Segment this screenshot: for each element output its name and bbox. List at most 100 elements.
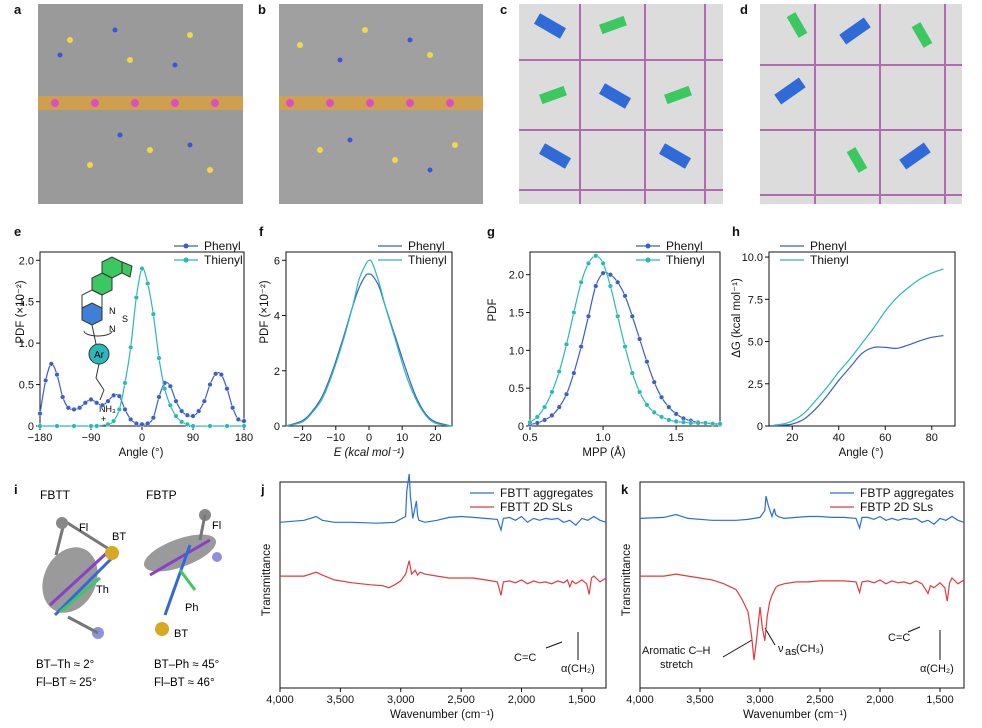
- data-point-e: [218, 372, 224, 378]
- fbtp-label-ph: Ph: [185, 602, 198, 614]
- chart-layer: −180 −90 0 90 18000.51.01.52.0PhenylThienyl−…: [19, 239, 965, 706]
- data-point-e: [167, 383, 173, 389]
- data-point-g: [651, 379, 657, 385]
- data-point-e: [156, 394, 162, 400]
- k-annotation-ach2: α(CH₂): [920, 663, 954, 675]
- panel-label-k: k: [621, 482, 629, 497]
- inset-nh3: NH₃: [99, 404, 116, 414]
- x-tick-label-k: 2,500: [806, 694, 834, 706]
- k-annotation-nu: ν: [778, 643, 784, 655]
- data-point-g: [578, 279, 584, 285]
- data-point-e: [156, 355, 162, 361]
- data-point-g: [542, 404, 548, 410]
- data-point-e: [60, 394, 66, 400]
- xlabel-j: Wavenumber (cm⁻¹): [390, 709, 494, 721]
- data-point-e: [179, 408, 185, 414]
- data-point-g: [578, 344, 584, 350]
- plot-frame-j: [279, 481, 607, 689]
- data-point-e: [65, 405, 71, 411]
- fbtp-label-bt: BT: [174, 628, 188, 640]
- data-point-e: [37, 411, 43, 417]
- data-point-e: [150, 415, 156, 421]
- x-tick-label-j: 1,500: [568, 694, 596, 706]
- data-point-e: [71, 406, 77, 412]
- fbtt-label-th: Th: [96, 584, 109, 596]
- series-line-f-thienyl: [285, 259, 453, 427]
- x-tick-label-j: 4,000: [266, 694, 294, 706]
- x-tick-label-k: 2,000: [866, 694, 894, 706]
- data-point-e: [230, 405, 236, 411]
- y-tick-label-f: 0: [274, 421, 280, 433]
- bt-units-c: [534, 13, 691, 169]
- y-tick-label-f: 4: [274, 311, 280, 323]
- data-point-e: [71, 423, 77, 429]
- x-tick-label-h: 20: [786, 432, 798, 444]
- data-point-e: [94, 423, 100, 429]
- legend-marker-g: [645, 257, 651, 263]
- x-tick-label-j: 3,000: [387, 694, 415, 706]
- inset-ar: Ar: [94, 350, 105, 361]
- data-point-e: [133, 421, 139, 427]
- data-point-g: [564, 341, 570, 347]
- x-tick-label-h: 80: [926, 432, 938, 444]
- data-point-e: [207, 423, 213, 429]
- j-annotation-cc: C=C: [514, 652, 536, 664]
- y-tick-label-h: 7.5: [748, 294, 763, 306]
- fbtp-caption-2: Fl–BT ≈ 46°: [154, 677, 215, 689]
- data-point-e: [128, 344, 134, 350]
- series-line-f-phenyl: [285, 273, 453, 427]
- data-point-e: [37, 423, 43, 429]
- data-point-e: [111, 418, 117, 424]
- legend-label-j: FBTT aggregates: [500, 486, 593, 500]
- data-point-g: [556, 404, 562, 410]
- x-tick-label-f: 20: [429, 432, 441, 444]
- data-point-g: [564, 391, 570, 397]
- data-point-e: [213, 371, 219, 377]
- series-line-k-fbtp-aggregates: [639, 496, 965, 531]
- legend-label-k: FBTP aggregates: [860, 486, 954, 500]
- legend-marker-g: [645, 243, 651, 249]
- x-tick-label-e: 180: [235, 432, 253, 444]
- data-point-g: [593, 253, 599, 259]
- k-annotation-cc: C=C: [888, 632, 910, 644]
- series-line-h-thienyl: [773, 268, 944, 426]
- data-point-g: [659, 414, 665, 420]
- data-point-e: [48, 361, 54, 367]
- data-point-g: [666, 417, 672, 423]
- legend-marker-e: [183, 243, 189, 249]
- xlabel-g: MPP (Å): [582, 446, 625, 459]
- panel-label-j: j: [260, 482, 265, 497]
- panel-label-b: b: [258, 2, 266, 17]
- legend-label-k: FBTP 2D SLs: [860, 500, 933, 514]
- data-point-e: [162, 386, 168, 392]
- ylabel-e: PDF (×10⁻²): [15, 280, 27, 343]
- y-tick-label-h: 5.0: [748, 337, 763, 349]
- data-point-e: [116, 393, 122, 399]
- data-point-e: [224, 423, 230, 429]
- data-point-g: [556, 369, 562, 375]
- data-point-e: [190, 423, 196, 429]
- y-tick-label-h: 2.5: [748, 379, 763, 391]
- ylabel-k: Transmittance: [621, 544, 633, 616]
- j-arrow-cc: [545, 641, 563, 649]
- x-tick-label-g: 1.5: [669, 432, 684, 444]
- panel-d: d: [740, 2, 962, 204]
- data-point-e: [241, 418, 247, 424]
- plot-frame-g: [529, 251, 721, 427]
- data-point-e: [150, 311, 156, 317]
- panel-b: b: [258, 2, 483, 204]
- legend-label-h: Phenyl: [810, 239, 847, 253]
- panel-label-c: c: [500, 2, 507, 17]
- x-tick-label-f: −10: [326, 432, 345, 444]
- fbtt-caption-2: Fl–BT ≈ 25°: [36, 677, 97, 689]
- y-tick-label-g: 0: [518, 421, 524, 433]
- k-annotation-ch3: (CH₃): [796, 643, 824, 655]
- xlabel-h: Angle (°): [839, 447, 884, 459]
- panel-label-e: e: [14, 224, 21, 239]
- data-point-e: [116, 406, 122, 412]
- data-point-g: [717, 421, 723, 427]
- data-point-e: [224, 386, 230, 392]
- panel-label-f: f: [259, 224, 264, 239]
- x-tick-label-k: 1,500: [926, 694, 954, 706]
